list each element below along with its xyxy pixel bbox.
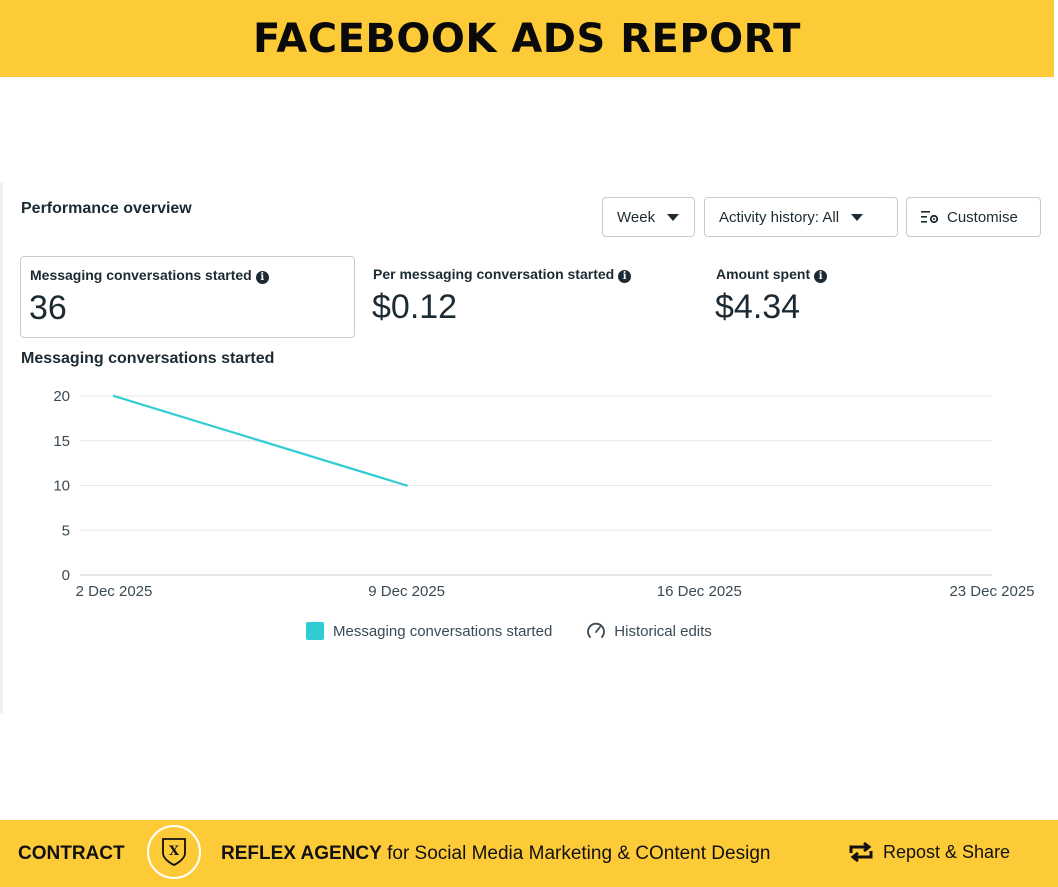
report-banner: FACEBOOK ADS REPORT xyxy=(0,0,1054,77)
shield-logo-icon: X xyxy=(162,838,186,866)
agency-name: REFLEX AGENCY xyxy=(221,843,382,864)
line-chart: 0 5 10 15 20 2 Dec 2025 9 Dec 2025 16 Dec 2025 2… xyxy=(53,388,1034,600)
report-title: FACEBOOK ADS REPORT xyxy=(253,15,801,62)
metric-value: $4.34 xyxy=(715,288,801,326)
metric-label: Messaging conversations started xyxy=(30,267,252,283)
chart-legend: Messaging conversations started Historic… xyxy=(306,622,712,640)
performance-panel xyxy=(0,183,1058,713)
activity-history-label: Activity history: All xyxy=(719,208,840,226)
chart-title: Messaging conversations started xyxy=(21,350,275,367)
chevron-down-icon xyxy=(667,213,680,221)
metric-label: Per messaging conversation started xyxy=(373,266,615,282)
activity-history-dropdown[interactable]: Activity history: All xyxy=(704,197,898,237)
week-dropdown[interactable]: Week xyxy=(602,197,695,237)
info-icon[interactable]: i xyxy=(255,271,269,284)
repost-icon xyxy=(849,841,873,863)
data-point xyxy=(405,484,408,487)
data-point xyxy=(112,394,116,398)
x-tick-label: 23 Dec 2025 xyxy=(949,583,1034,600)
x-tick-label: 9 Dec 2025 xyxy=(368,583,445,600)
legend-label-historical-edits[interactable]: Historical edits xyxy=(614,622,712,640)
customise-icon xyxy=(921,211,939,224)
info-icon[interactable]: i xyxy=(814,270,828,283)
footer-bar: CONTRACT X REFLEX AGENCY for Social Medi… xyxy=(0,820,1058,887)
agency-logo: X xyxy=(147,825,201,879)
metric-label: Amount spent xyxy=(716,266,811,282)
info-icon[interactable]: i xyxy=(618,270,632,283)
y-tick-label: 10 xyxy=(53,478,70,495)
agency-text: REFLEX AGENCY for Social Media Marketing… xyxy=(221,843,770,865)
repost-label: Repost & Share xyxy=(883,841,1011,862)
agency-tagline: for Social Media Marketing & COntent Des… xyxy=(387,843,771,864)
week-dropdown-label: Week xyxy=(617,208,656,226)
metric-value: 36 xyxy=(29,289,67,327)
y-tick-label: 0 xyxy=(62,567,70,584)
chevron-down-icon xyxy=(851,213,864,221)
metric-card-amount-spent[interactable]: Amount spent i $4.34 xyxy=(707,256,1042,338)
x-tick-label: 2 Dec 2025 xyxy=(76,583,153,600)
metric-card-cost-per-conversation[interactable]: Per messaging conversation started i $0.1… xyxy=(364,256,699,338)
x-tick-label: 16 Dec 2025 xyxy=(657,583,742,600)
metric-value: $0.12 xyxy=(372,288,458,326)
series-line xyxy=(113,394,407,487)
y-tick-label: 20 xyxy=(53,388,70,405)
customise-label: Customise xyxy=(947,208,1018,226)
performance-overview-title: Performance overview xyxy=(21,200,192,217)
y-tick-label: 5 xyxy=(62,522,70,539)
contract-label: CONTRACT xyxy=(18,843,125,864)
metric-card-conversations[interactable]: Messaging conversations started i 36 xyxy=(20,256,355,338)
y-tick-label: 15 xyxy=(53,433,70,450)
customise-button[interactable]: Customise xyxy=(906,197,1041,237)
historical-edits-icon xyxy=(587,622,606,638)
legend-swatch-conversations xyxy=(306,622,324,640)
repost-share[interactable]: Repost & Share xyxy=(847,841,1010,863)
logo-letter: X xyxy=(169,844,180,859)
legend-label-conversations[interactable]: Messaging conversations started xyxy=(333,622,553,640)
